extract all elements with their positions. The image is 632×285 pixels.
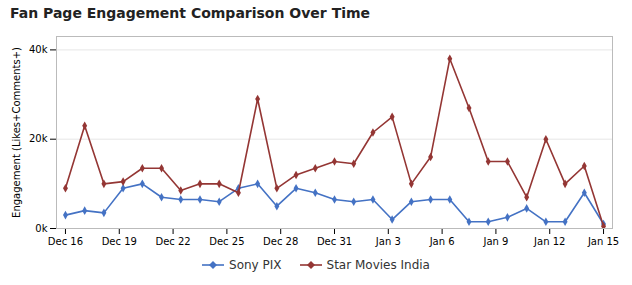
svg-text:Jan 6: Jan 6 <box>429 236 455 247</box>
html-text:Star Movies India: Star Movies India <box>326 258 430 272</box>
svg-text:Engagement (Likes+Comments+): Engagement (Likes+Comments+) <box>11 47 22 218</box>
svg-text:Dec 28: Dec 28 <box>263 236 298 247</box>
svg-text:Dec 25: Dec 25 <box>209 236 244 247</box>
svg-text:0k: 0k <box>35 223 47 234</box>
svg-text:Jan 3: Jan 3 <box>375 236 401 247</box>
svg-text:Dec 16: Dec 16 <box>48 236 83 247</box>
html-text:Fan Page Engagement Comparison: Fan Page Engagement Comparison Over Time <box>10 5 371 21</box>
svg-text:Dec 31: Dec 31 <box>317 236 352 247</box>
svg-text:Jan 12: Jan 12 <box>533 236 565 247</box>
svg-text:Dec 22: Dec 22 <box>155 236 190 247</box>
svg-text:Jan 15: Jan 15 <box>587 236 619 247</box>
svg-text:20k: 20k <box>29 133 48 144</box>
svg-text:Dec 19: Dec 19 <box>102 236 137 247</box>
svg-text:Jan 9: Jan 9 <box>482 236 508 247</box>
svg-text:40k: 40k <box>29 44 48 55</box>
html-text:Sony PIX: Sony PIX <box>229 258 282 272</box>
